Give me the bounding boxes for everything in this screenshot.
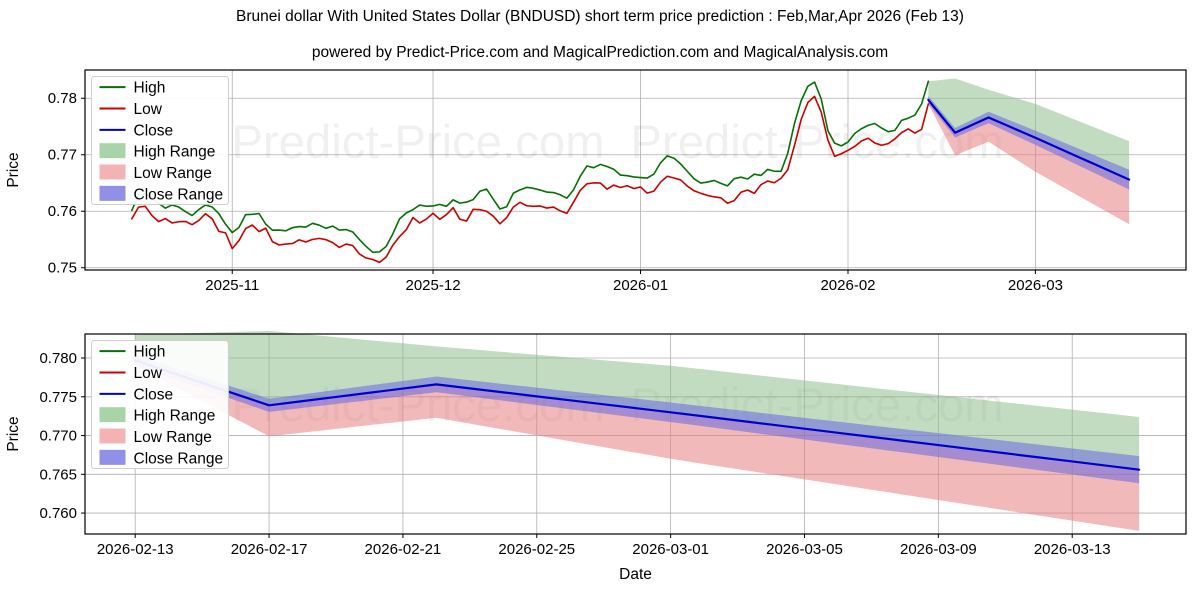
svg-text:0.75: 0.75 (48, 260, 77, 277)
svg-text:2026-03-09: 2026-03-09 (900, 541, 977, 558)
svg-text:0.78: 0.78 (48, 90, 77, 107)
svg-text:Date: Date (619, 566, 652, 583)
svg-text:Low Range: Low Range (134, 165, 212, 182)
svg-text:2026-01: 2026-01 (613, 277, 668, 294)
svg-text:Close Range: Close Range (134, 450, 224, 467)
svg-text:Close Range: Close Range (134, 186, 224, 203)
svg-text:0.76: 0.76 (48, 203, 77, 220)
svg-text:Close: Close (134, 122, 174, 139)
svg-text:High: High (134, 344, 166, 361)
svg-text:2026-03: 2026-03 (1008, 277, 1063, 294)
svg-text:0.770: 0.770 (39, 428, 77, 445)
svg-text:2026-03-05: 2026-03-05 (766, 541, 843, 558)
svg-text:High Range: High Range (134, 408, 216, 425)
svg-text:Low: Low (134, 365, 163, 382)
svg-text:2026-03-13: 2026-03-13 (1034, 541, 1111, 558)
svg-text:2026-02-13: 2026-02-13 (97, 541, 174, 558)
svg-text:Price: Price (5, 152, 22, 187)
svg-text:Close: Close (134, 386, 174, 403)
svg-text:0.77: 0.77 (48, 147, 77, 164)
svg-text:0.780: 0.780 (39, 350, 77, 367)
svg-text:2026-03-01: 2026-03-01 (632, 541, 709, 558)
svg-text:2026-02-17: 2026-02-17 (231, 541, 308, 558)
svg-text:High Range: High Range (134, 144, 216, 161)
svg-text:2026-02: 2026-02 (820, 277, 875, 294)
svg-text:Low: Low (134, 101, 163, 118)
svg-text:Low Range: Low Range (134, 429, 212, 446)
svg-text:2025-12: 2025-12 (406, 277, 461, 294)
svg-text:0.765: 0.765 (39, 466, 77, 483)
svg-text:Price: Price (5, 416, 22, 451)
svg-text:0.760: 0.760 (39, 505, 77, 522)
svg-text:0.775: 0.775 (39, 389, 77, 406)
svg-text:2025-11: 2025-11 (205, 277, 259, 294)
svg-text:Predict-Price.com: Predict-Price.com (231, 116, 604, 169)
svg-text:High: High (134, 80, 166, 97)
svg-text:2026-02-25: 2026-02-25 (498, 541, 575, 558)
svg-text:2026-02-21: 2026-02-21 (365, 541, 442, 558)
